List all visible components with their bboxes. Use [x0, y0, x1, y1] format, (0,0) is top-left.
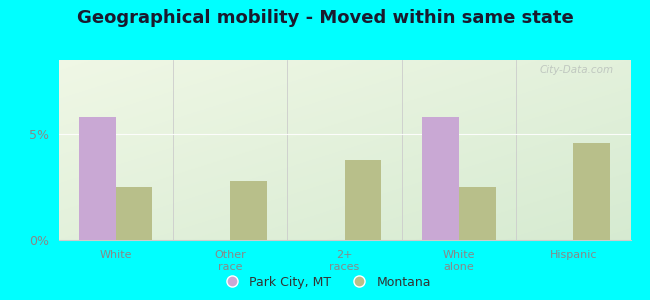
Bar [230, 181, 266, 240]
Bar [116, 187, 152, 240]
Bar [459, 187, 495, 240]
Bar [573, 142, 610, 240]
Bar [344, 160, 381, 240]
Bar [79, 117, 116, 240]
Legend: Park City, MT, Montana: Park City, MT, Montana [214, 271, 436, 294]
Text: City-Data.com: City-Data.com [540, 65, 614, 75]
Bar [422, 117, 459, 240]
Text: Geographical mobility - Moved within same state: Geographical mobility - Moved within sam… [77, 9, 573, 27]
